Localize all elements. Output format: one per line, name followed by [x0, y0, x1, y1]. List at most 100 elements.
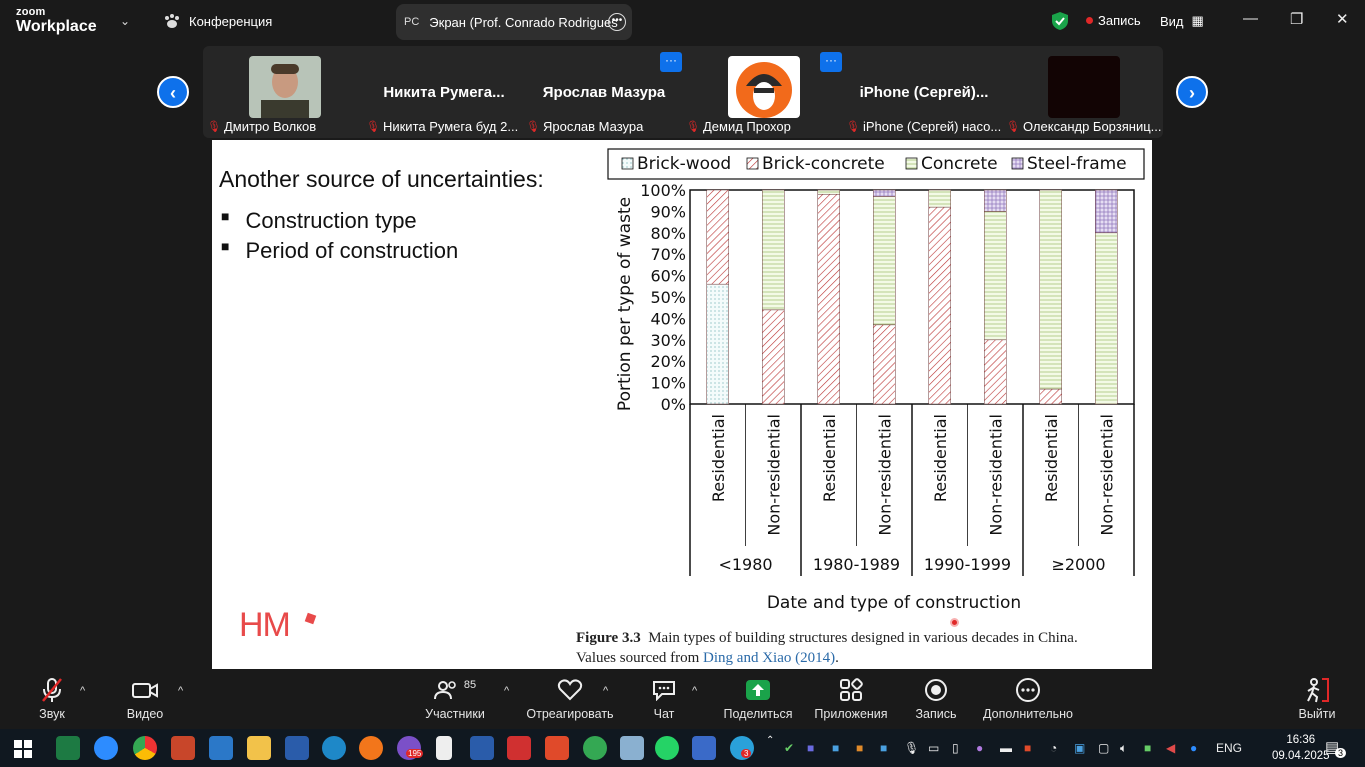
zoom-app-icon[interactable] — [94, 736, 118, 760]
legend-label: Steel-frame — [1027, 154, 1127, 174]
apps-button[interactable]: Приложения — [812, 677, 890, 721]
chrome-icon[interactable] — [133, 736, 157, 760]
more-button[interactable]: Дополнительно — [982, 677, 1074, 721]
tray-camera-icon[interactable]: ▢ — [1098, 741, 1110, 755]
participant-more-button[interactable]: ··· — [820, 52, 842, 72]
screen-share-tab[interactable]: PC Экран (Prof. Conrado Rodrigues ••• — [396, 4, 632, 40]
participant-name: Ярослав Мазура — [542, 118, 644, 134]
tray-app-icon[interactable]: ■ — [832, 741, 840, 755]
app-icon[interactable] — [209, 736, 233, 760]
chrome-profile-icon[interactable] — [583, 736, 607, 760]
logo-line1: zoom — [16, 6, 46, 18]
pointer-marker — [950, 618, 959, 627]
view-label: Вид — [1160, 13, 1184, 29]
app-icon[interactable] — [507, 736, 531, 760]
view-button[interactable]: Вид ▦ — [1160, 13, 1204, 29]
x-tick-label: Residential — [931, 414, 950, 502]
tray-app-icon[interactable]: ■ — [1024, 741, 1032, 755]
tray-mic-icon[interactable]: 🎙︎ — [904, 741, 920, 755]
participant-tile[interactable]: Ярослав Мазура 🎙︎ Ярослав Мазура — [524, 52, 684, 136]
x-group-label: 1980-1989 — [813, 555, 900, 574]
react-button[interactable]: Отреагировать — [525, 677, 615, 721]
tray-overflow-icon[interactable]: ⌃ — [766, 735, 775, 746]
app-icon[interactable] — [545, 736, 569, 760]
more-options-icon[interactable]: ••• — [608, 13, 626, 31]
audio-options-caret[interactable]: ^ — [80, 685, 86, 697]
edge-icon[interactable] — [322, 736, 346, 760]
x-axis-label: Date and type of construction — [767, 593, 1021, 613]
caption-source-link[interactable]: Ding and Xiao (2014) — [703, 650, 836, 666]
powerpoint-icon[interactable] — [171, 736, 195, 760]
tray-device-icon[interactable]: ▯ — [952, 741, 959, 755]
tray-battery-icon[interactable]: ▬ — [1000, 741, 1012, 755]
participant-tile[interactable]: 🎙︎ Дмитро Волков — [205, 52, 365, 136]
video-options-caret[interactable]: ^ — [178, 685, 184, 697]
participant-avatar — [728, 56, 800, 118]
grid-icon: ▦ — [1191, 13, 1204, 28]
record-button[interactable]: Запись — [912, 677, 960, 721]
file-explorer-icon[interactable] — [247, 736, 271, 760]
teams-icon[interactable]: ■ — [807, 741, 815, 755]
leave-button[interactable]: Выйти — [1296, 677, 1338, 721]
tray-zoom-icon[interactable]: ● — [1190, 741, 1198, 755]
apps-label: Приложения — [814, 707, 888, 721]
wifi-icon[interactable]: ◔ — [1050, 741, 1058, 755]
tray-shield-icon[interactable]: ■ — [1144, 741, 1152, 755]
y-axis-label: Portion per type of waste — [615, 197, 635, 411]
caption-source-prefix: Values sourced from — [576, 650, 700, 666]
x-axis-categories: Residential Non-residential Residential Non… — [689, 404, 1135, 576]
clock[interactable]: 16:36 09.04.2025 — [1272, 732, 1330, 764]
tray-app-icon[interactable]: ■ — [856, 741, 864, 755]
participant-tile[interactable]: 🎙︎ Демид Прохор — [684, 52, 844, 136]
recording-indicator[interactable]: Запись — [1086, 13, 1141, 28]
share-button[interactable]: Поделиться — [722, 677, 794, 721]
participant-tile[interactable]: 🎙︎ Олександр Борзяниц... — [1004, 52, 1164, 136]
firefox-icon[interactable] — [359, 736, 383, 760]
audio-button[interactable]: Звук — [30, 677, 74, 721]
tray-display-icon[interactable]: ▭ — [928, 741, 940, 755]
gallery-prev-button[interactable]: ‹ — [157, 76, 189, 108]
screen-share-label: Экран (Prof. Conrado Rodrigues — [429, 14, 618, 30]
bar-segment — [984, 189, 1007, 212]
participants-button[interactable]: 85 Участники — [420, 677, 490, 721]
meeting-label: Конференция — [189, 13, 273, 29]
gallery-next-button[interactable]: › — [1176, 76, 1208, 108]
chat-options-caret[interactable]: ^ — [692, 685, 698, 697]
bar-segment — [1095, 189, 1118, 234]
word-icon[interactable] — [285, 736, 309, 760]
windows-start-icon[interactable] — [14, 740, 32, 758]
tray-mic-alert-icon[interactable]: ◀ — [1166, 741, 1176, 755]
x-tick-label: Non-residential — [986, 414, 1005, 536]
minimize-icon[interactable]: — — [1243, 10, 1258, 27]
leave-label: Выйти — [1298, 707, 1336, 721]
whatsapp-icon[interactable] — [655, 736, 679, 760]
app-icon[interactable] — [620, 736, 644, 760]
video-button[interactable]: Видео — [122, 677, 168, 721]
restore-icon[interactable]: ❐ — [1290, 11, 1304, 28]
shield-check-icon[interactable] — [1050, 11, 1070, 31]
notepad-icon[interactable] — [436, 736, 452, 760]
bar-segment — [817, 194, 840, 405]
meeting-info-button[interactable]: Конференция — [163, 13, 272, 29]
chevron-down-icon[interactable]: ⌄ — [120, 14, 131, 28]
bar-segment — [1095, 232, 1118, 405]
volume-icon[interactable]: 🔈︎ — [1120, 741, 1128, 755]
close-icon[interactable]: ✕ — [1336, 11, 1349, 28]
participants-label: Участники — [425, 707, 485, 721]
tray-app-icon[interactable]: ▣ — [1074, 741, 1086, 755]
participant-more-button[interactable]: ··· — [660, 52, 682, 72]
participants-options-caret[interactable]: ^ — [504, 685, 510, 697]
language-indicator[interactable]: ENG — [1216, 741, 1243, 755]
save-app-icon[interactable] — [470, 736, 494, 760]
chat-button[interactable]: Чат — [644, 677, 684, 721]
x-tick-label: Residential — [709, 414, 728, 502]
participant-name: Никита Румега буд 2... — [382, 118, 519, 134]
tray-check-icon[interactable]: ✔ — [784, 741, 795, 755]
tray-viber-icon[interactable]: ● — [976, 741, 984, 755]
app-icon[interactable] — [692, 736, 716, 760]
participant-tile[interactable]: iPhone (Сергей)... 🎙︎ iPhone (Сергей) нас… — [844, 52, 1004, 136]
tray-app-icon[interactable]: ■ — [880, 741, 888, 755]
react-options-caret[interactable]: ^ — [603, 685, 609, 697]
excel-icon[interactable] — [56, 736, 80, 760]
participant-tile[interactable]: Никита Румега... 🎙︎ Никита Румега буд 2..… — [364, 52, 524, 136]
